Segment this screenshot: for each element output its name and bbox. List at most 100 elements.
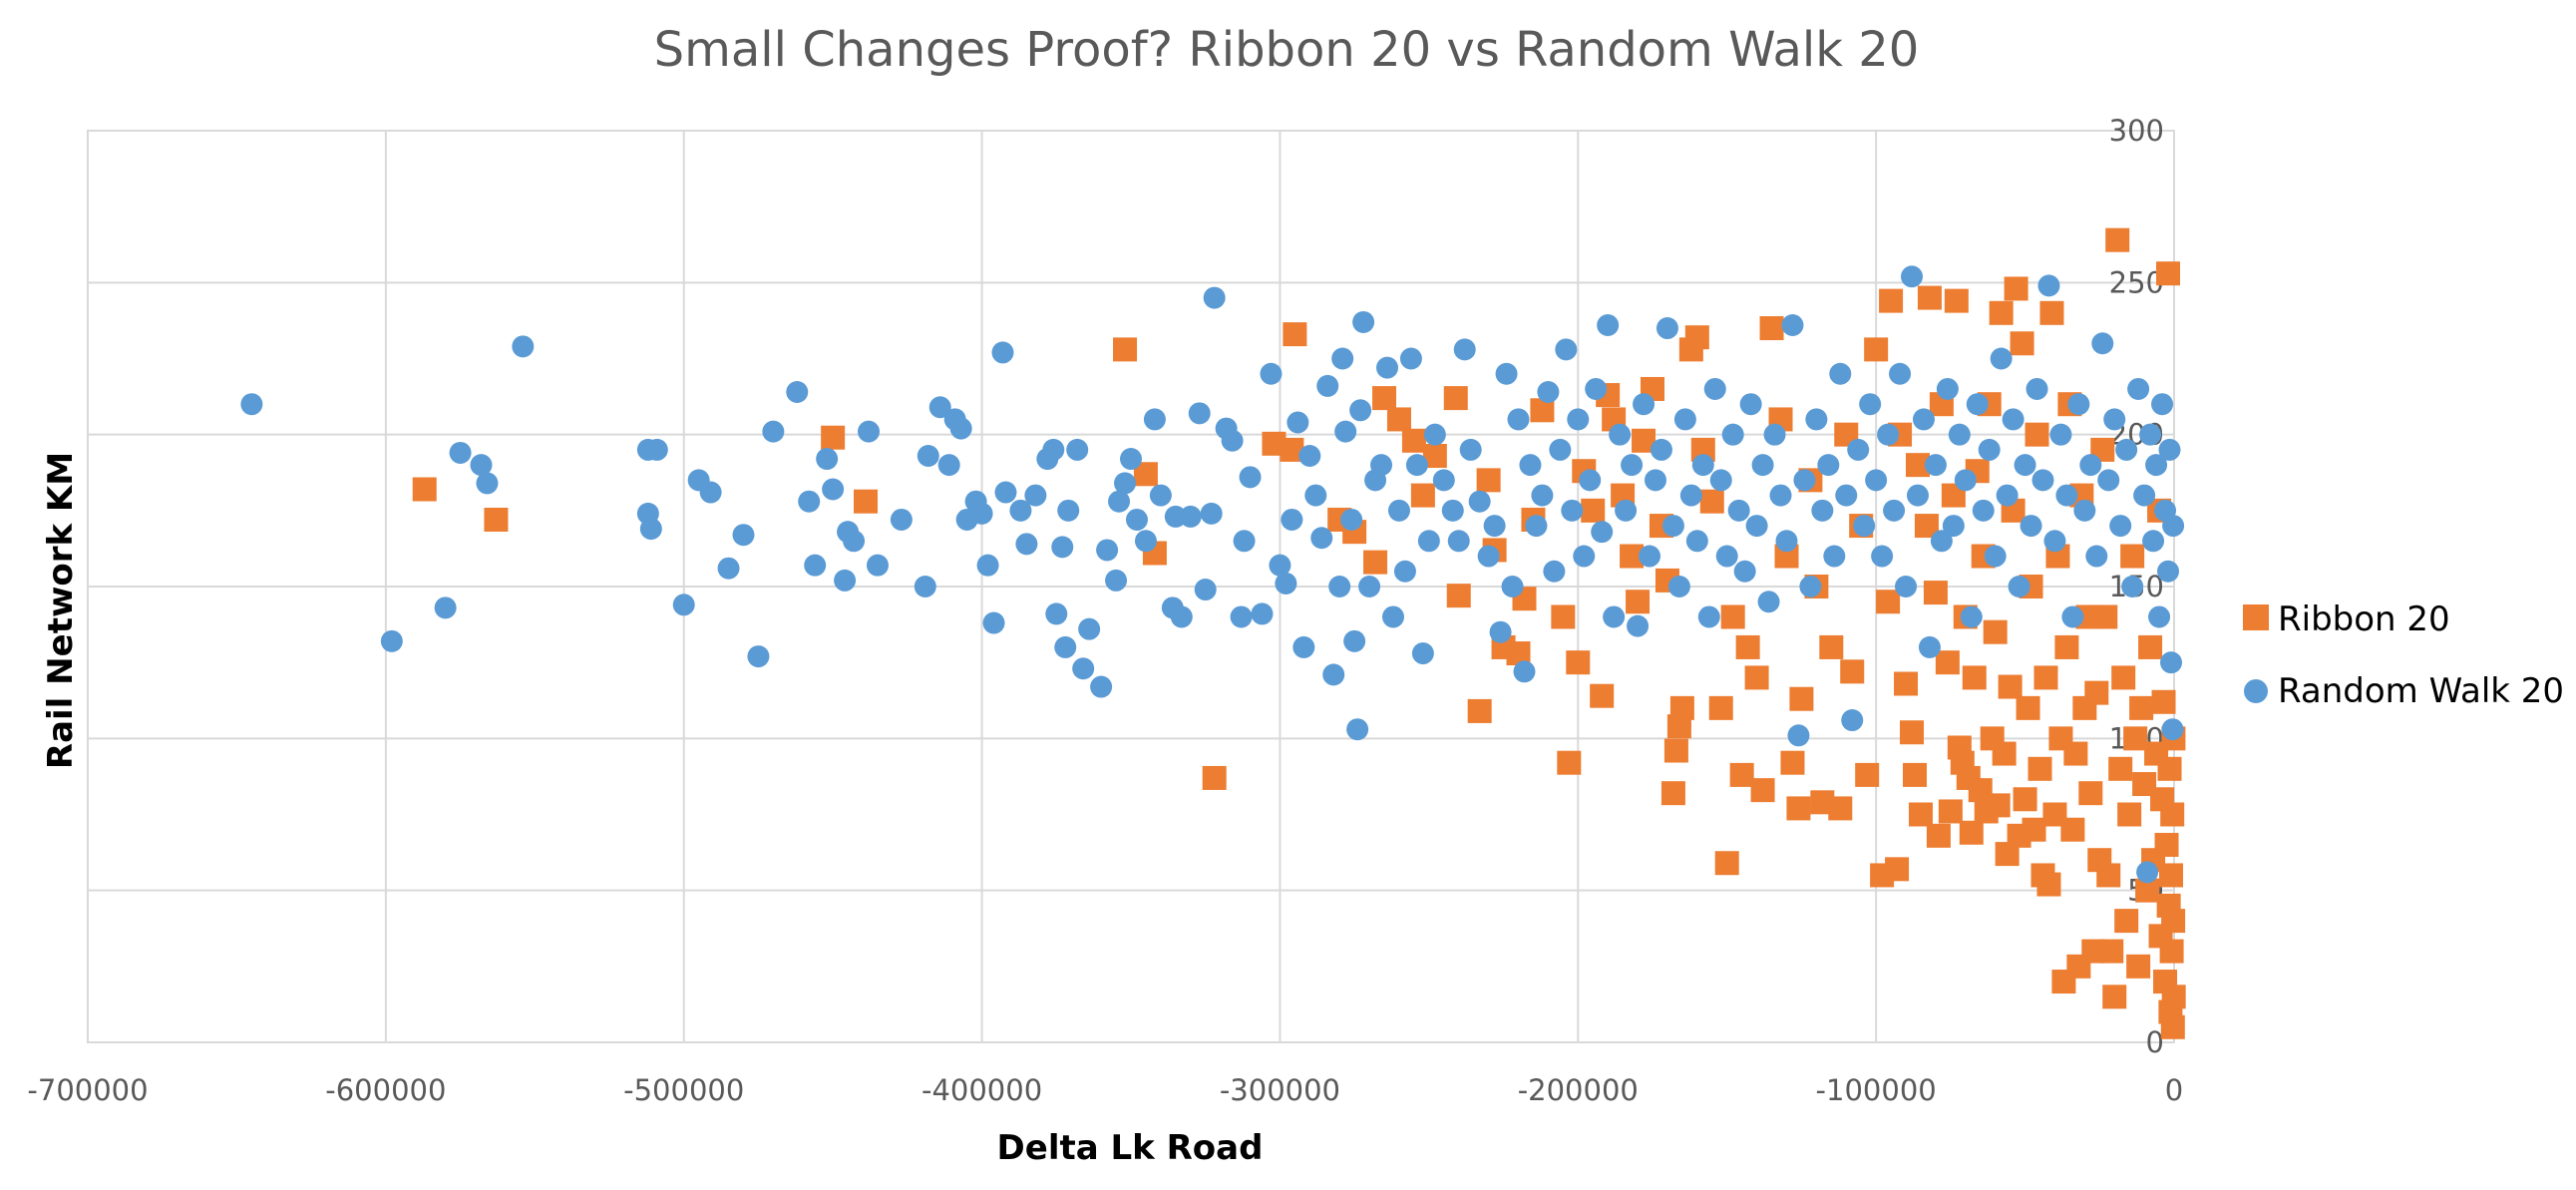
random-walk-20-point xyxy=(1960,605,1983,628)
random-walk-20-point xyxy=(1531,484,1554,507)
random-walk-20-point xyxy=(843,530,866,553)
ribbon-20-point xyxy=(2084,680,2109,705)
random-walk-20-point xyxy=(1685,530,1708,553)
random-walk-20-point xyxy=(1417,530,1440,553)
ribbon-20-point xyxy=(2063,741,2088,766)
ribbon-20-point xyxy=(1735,634,1760,659)
random-walk-20-point xyxy=(1066,438,1089,461)
random-walk-20-point xyxy=(1721,423,1744,446)
random-walk-20-point xyxy=(2160,651,2183,674)
ribbon-20-point xyxy=(1926,823,1951,848)
ribbon-20-point xyxy=(2111,665,2136,690)
random-walk-20-point xyxy=(1817,454,1840,477)
random-walk-20-point xyxy=(2097,469,2120,492)
random-walk-20-point xyxy=(822,478,845,501)
ribbon-20-point xyxy=(2027,756,2052,781)
ribbon-20-point xyxy=(2108,756,2133,781)
y-tick-label: 250 xyxy=(2109,265,2164,299)
random-walk-20-point xyxy=(1823,545,1846,568)
x-tick-label: -400000 xyxy=(921,1073,1042,1107)
random-walk-20-point xyxy=(1918,635,1941,658)
random-walk-20-point xyxy=(1865,469,1888,492)
ribbon-20-point xyxy=(1885,857,1910,882)
ribbon-20-point xyxy=(1983,619,2008,644)
random-walk-20-point xyxy=(1525,515,1548,538)
ribbon-20-point xyxy=(1372,386,1397,411)
random-walk-20-point xyxy=(834,569,857,592)
ribbon-20-point xyxy=(2096,863,2121,888)
ribbon-20-point xyxy=(1894,671,1919,696)
random-walk-20-point xyxy=(645,438,668,461)
random-walk-20-point xyxy=(1757,591,1780,613)
random-walk-20-point xyxy=(1906,484,1929,507)
random-walk-20-point xyxy=(2158,438,2181,461)
random-walk-20-point xyxy=(2148,605,2171,628)
ribbon-20-point xyxy=(854,489,879,514)
ribbon-20-point xyxy=(1962,665,1987,690)
random-walk-20-point xyxy=(1042,438,1065,461)
y-tick-label: 300 xyxy=(2109,114,2164,148)
ribbon-20-point xyxy=(2013,787,2037,812)
random-walk-20-point xyxy=(1739,393,1762,416)
random-walk-20-point xyxy=(804,554,827,577)
y-axis-title: Rail Network KM xyxy=(41,452,81,769)
legend-item-random-walk-20: Random Walk 20 xyxy=(2244,671,2564,711)
random-walk-20-point xyxy=(917,444,939,467)
random-walk-20-point xyxy=(1835,484,1858,507)
random-walk-20-point xyxy=(2162,515,2185,538)
random-walk-20-point xyxy=(1549,438,1572,461)
random-walk-20-point xyxy=(1555,338,1578,361)
random-walk-20-point xyxy=(2002,408,2024,431)
random-walk-20-point xyxy=(991,341,1014,364)
ribbon-20-point xyxy=(1786,796,1811,821)
random-walk-20-point xyxy=(1639,545,1661,568)
random-walk-20-point xyxy=(717,557,740,580)
ribbon-20-point xyxy=(2033,665,2058,690)
ribbon-20-point xyxy=(2016,695,2040,720)
ribbon-20-point xyxy=(2129,695,2154,720)
random-walk-20-point xyxy=(1966,393,1989,416)
ribbon-20-point xyxy=(1923,581,1948,605)
ribbon-20-point xyxy=(1446,584,1471,608)
random-walk-20-point xyxy=(816,448,839,471)
random-walk-20-point xyxy=(914,576,936,597)
legend: Ribbon 20 Random Walk 20 xyxy=(2243,599,2564,711)
random-walk-20-point xyxy=(1096,539,1119,562)
ribbon-20-point xyxy=(2102,985,2127,1009)
random-walk-20-point xyxy=(1057,499,1080,522)
random-walk-20-point xyxy=(1889,362,1912,385)
random-walk-20-point xyxy=(2025,377,2048,400)
random-walk-20-point xyxy=(2157,560,2180,583)
random-walk-20-point xyxy=(1108,490,1131,513)
ribbon-20-point xyxy=(1864,337,1889,362)
random-walk-20-point xyxy=(1954,469,1977,492)
random-walk-20-point xyxy=(976,554,999,577)
ribbon-20-point xyxy=(1879,288,1904,313)
random-walk-20-point xyxy=(1352,310,1375,333)
ribbon-20-point xyxy=(2156,261,2181,286)
ribbon-20-point xyxy=(1750,778,1775,803)
random-walk-20-point xyxy=(2103,408,2126,431)
ribbon-20-point xyxy=(2004,276,2028,301)
random-walk-20-point xyxy=(1591,521,1614,544)
random-walk-20-point xyxy=(1275,572,1297,595)
ribbon-20-point xyxy=(1780,750,1805,775)
ribbon-20-point xyxy=(1708,695,1733,720)
ribbon-20-point xyxy=(1908,802,1933,827)
random-walk-20-point xyxy=(1200,502,1223,525)
random-walk-20-point xyxy=(2008,576,2030,597)
random-walk-20-point xyxy=(1561,499,1584,522)
random-walk-20-point xyxy=(1697,605,1720,628)
random-walk-20-point xyxy=(1453,338,1476,361)
ribbon-20-point xyxy=(484,507,509,532)
random-walk-20-point xyxy=(1143,408,1166,431)
random-walk-20-point xyxy=(1269,554,1291,577)
random-walk-20-point xyxy=(1895,576,1918,597)
random-walk-20-point xyxy=(1381,605,1404,628)
random-walk-20-point xyxy=(2133,484,2156,507)
legend-marker-square xyxy=(2243,604,2269,630)
ribbon-20-point xyxy=(1935,650,1960,675)
legend-label-random-walk-20: Random Walk 20 xyxy=(2278,671,2564,711)
random-walk-20-point xyxy=(1972,499,1995,522)
random-walk-20-point xyxy=(512,335,535,358)
